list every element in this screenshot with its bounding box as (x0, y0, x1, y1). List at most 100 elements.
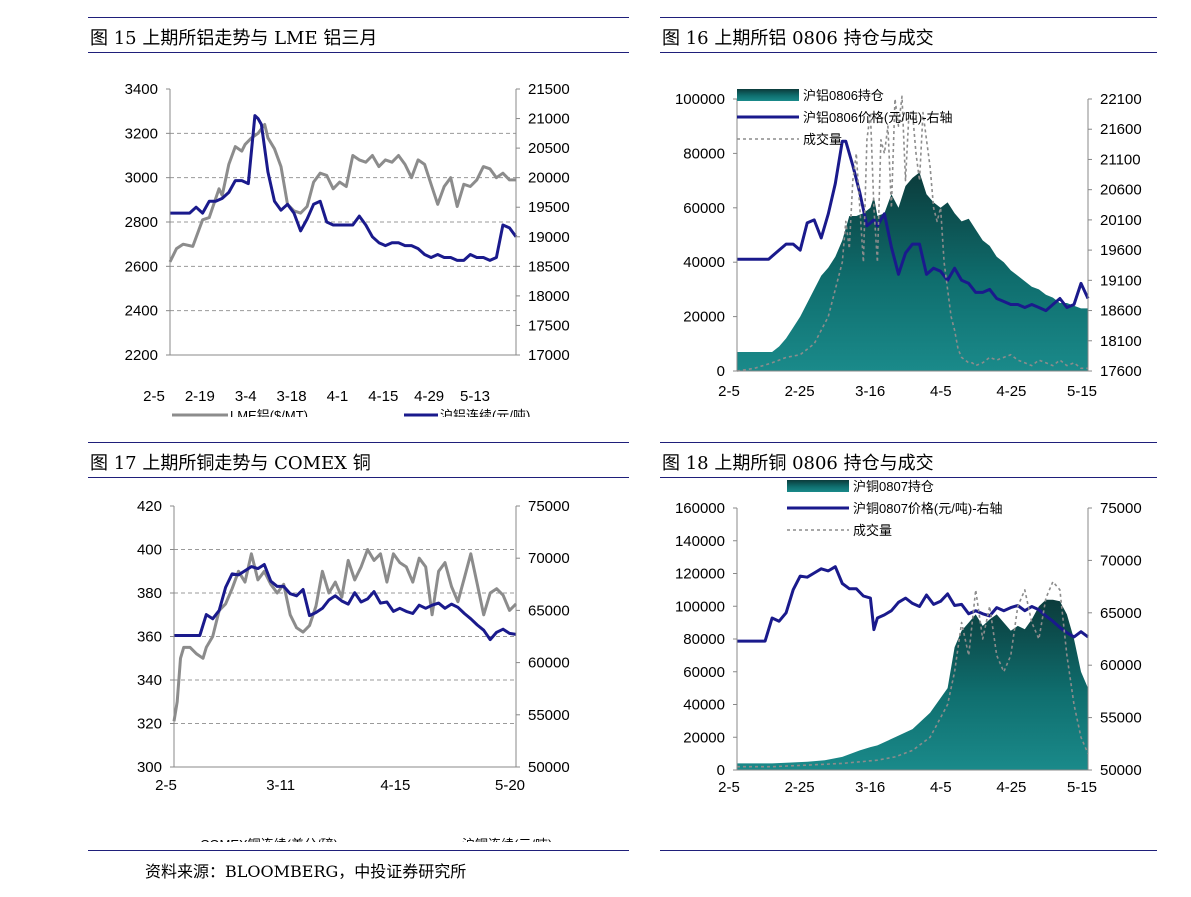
y-left-tick-label: 420 (137, 498, 162, 515)
chart-panel-fig15: 图 15 上期所铝走势与 LME 铝三月 2200 2400 2600 2800 300… (88, 17, 629, 417)
y-right-tick-label: 17000 (528, 347, 570, 364)
area-series-holdings (737, 599, 1088, 770)
legend-label: 沪铜连续(元/吨) (462, 837, 552, 842)
y-right-tick-label: 19100 (1100, 272, 1142, 289)
y-right-tick-label: 19500 (528, 199, 570, 216)
series-line-1 (170, 114, 518, 262)
chart-title-bar: 图 15 上期所铝走势与 LME 铝三月 (88, 17, 629, 53)
x-tick-label: 4-5 (930, 779, 952, 796)
legend-label: 沪铝连续(元/吨) (440, 408, 530, 417)
series-line-0 (737, 139, 1090, 313)
y-left-tick-label: 0 (717, 363, 725, 380)
y-left-tick-label: 3400 (125, 81, 158, 98)
y-left-tick-label: 300 (137, 759, 162, 776)
y-right-tick-label: 20100 (1100, 212, 1142, 229)
y-left-tick-label: 3000 (125, 170, 158, 187)
x-tick-label: 2-5 (718, 779, 740, 796)
y-left-tick-label: 2200 (125, 347, 158, 364)
series-line-1 (174, 563, 517, 642)
legend-label: LME铝($/MT) (230, 408, 308, 417)
y-right-tick-label: 60000 (528, 655, 570, 672)
y-right-tick-label: 18000 (528, 288, 570, 305)
legend-label: 成交量 (853, 523, 892, 538)
y-left-tick-label: 320 (137, 716, 162, 733)
bottom-rule-left (88, 850, 629, 851)
legend-swatch (737, 89, 799, 101)
x-tick-label: 5-20 (495, 777, 525, 794)
y-left-tick-label: 360 (137, 629, 162, 646)
x-tick-label: 4-25 (996, 383, 1026, 400)
y-right-tick-label: 19600 (1100, 242, 1142, 259)
y-left-tick-label: 380 (137, 585, 162, 602)
y-right-tick-label: 17600 (1100, 363, 1142, 380)
y-left-tick-label: 80000 (683, 145, 725, 162)
y-left-tick-label: 2400 (125, 303, 158, 320)
y-right-tick-label: 21500 (528, 81, 570, 98)
y-left-tick-label: 2600 (125, 258, 158, 275)
area-series-holdings (737, 172, 1088, 371)
y-left-tick-label: 0 (717, 762, 725, 779)
x-tick-label: 4-29 (414, 388, 444, 405)
x-tick-label: 2-19 (185, 388, 215, 405)
y-right-tick-label: 18500 (528, 258, 570, 275)
x-tick-label: 2-25 (785, 779, 815, 796)
y-left-tick-label: 400 (137, 542, 162, 559)
y-left-tick-label: 20000 (683, 309, 725, 326)
y-right-tick-label: 20600 (1100, 182, 1142, 199)
y-right-tick-label: 22100 (1100, 91, 1142, 108)
y-right-tick-label: 20500 (528, 140, 570, 157)
chart-title-bar: 图 17 上期所铜走势与 COMEX 铜 (88, 442, 629, 478)
x-tick-label: 4-15 (380, 777, 410, 794)
chart-panel-fig17: 图 17 上期所铜走势与 COMEX 铜 300 320 340 360 380 400 4… (88, 442, 629, 842)
x-tick-label: 3-18 (277, 388, 307, 405)
x-tick-label: 2-5 (155, 777, 177, 794)
legend-label: COMEX铜连续(美分/磅) (200, 837, 338, 842)
y-left-tick-label: 80000 (683, 631, 725, 648)
y-right-tick-label: 17500 (528, 317, 570, 334)
y-left-tick-label: 40000 (683, 254, 725, 271)
y-left-tick-label: 20000 (683, 729, 725, 746)
series-line-1 (737, 580, 1089, 768)
x-tick-label: 5-15 (1067, 383, 1097, 400)
y-right-tick-label: 21000 (528, 111, 570, 128)
legend-label: 成交量 (803, 132, 842, 147)
chart-panel-fig16: 图 16 上期所铝 0806 持仓与成交 0 20000 40000 60000 800… (660, 17, 1157, 417)
y-right-tick-label: 70000 (528, 550, 570, 567)
legend-label: 沪铝0806价格(元/吨)-右轴 (803, 110, 953, 125)
x-tick-label: 5-15 (1067, 779, 1097, 796)
y-right-tick-label: 21100 (1100, 151, 1141, 168)
x-tick-label: 4-5 (930, 383, 952, 400)
source-note: 资料来源：BLOOMBERG，中投证券研究所 (145, 862, 467, 881)
y-left-tick-label: 100000 (675, 598, 725, 615)
chart-title: 图 17 上期所铜走势与 COMEX 铜 (90, 453, 371, 474)
chart-title-bar: 图 18 上期所铜 0806 持仓与成交 (660, 442, 1157, 478)
y-right-tick-label: 50000 (528, 759, 570, 776)
y-right-tick-label: 65000 (1100, 605, 1142, 622)
y-left-tick-label: 60000 (683, 664, 725, 681)
legend-label: 沪铝0806持仓 (803, 88, 884, 103)
x-tick-label: 2-25 (785, 383, 815, 400)
y-right-tick-label: 20000 (528, 170, 570, 187)
y-right-tick-label: 75000 (1100, 500, 1142, 517)
y-left-tick-label: 3200 (125, 125, 158, 142)
y-left-tick-label: 100000 (675, 91, 725, 108)
chart-fig15: 2200 2400 2600 2800 3000 3200 3400 17000 17500 18… (125, 81, 570, 417)
x-tick-label: 4-25 (996, 779, 1026, 796)
y-right-tick-label: 55000 (528, 707, 570, 724)
series-line-0 (168, 123, 516, 263)
y-left-tick-label: 160000 (675, 500, 725, 517)
legend-label: 沪铜0807价格(元/吨)-右轴 (853, 501, 1003, 516)
chart-fig16: 0 20000 40000 60000 80000 100000 17600 18100 186… (675, 88, 1142, 400)
x-tick-label: 3-4 (235, 388, 257, 405)
legend-label: 沪铜0807持仓 (853, 479, 934, 494)
chart-fig18: 0 20000 40000 60000 80000 100000 120000 140000 1… (675, 479, 1142, 796)
y-right-tick-label: 18100 (1100, 333, 1142, 350)
y-left-tick-label: 40000 (683, 697, 725, 714)
y-right-tick-label: 75000 (528, 498, 570, 515)
chart-panel-fig18: 图 18 上期所铜 0806 持仓与成交 0 20000 40000 60000 800… (660, 442, 1157, 842)
y-right-tick-label: 21600 (1100, 121, 1142, 138)
series-line-0 (172, 548, 518, 722)
x-tick-label: 3-16 (855, 383, 885, 400)
x-tick-label: 5-13 (460, 388, 490, 405)
y-right-tick-label: 18600 (1100, 303, 1142, 320)
